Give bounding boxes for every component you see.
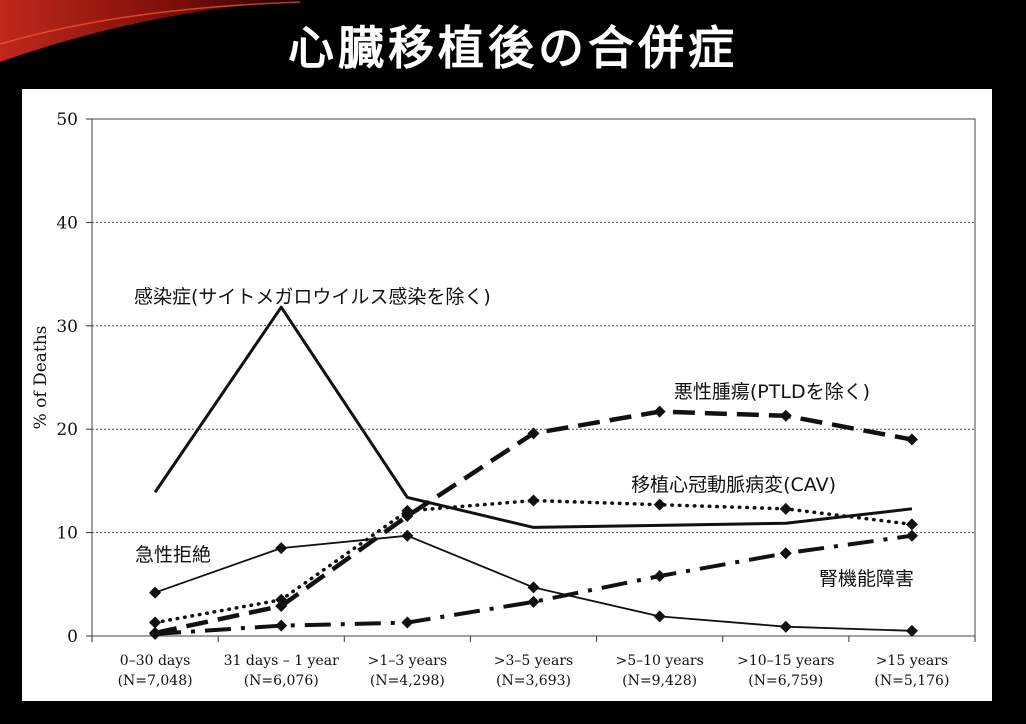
data-point-renal-failure xyxy=(905,529,918,542)
y-tick-label: 10 xyxy=(56,524,78,544)
line-chart: 0 10 20 30 40 50 0–30 days (N=7,048) 31 days – 1… xyxy=(31,110,976,689)
data-point-cav xyxy=(653,498,666,511)
x-category-n: (N=6,076) xyxy=(244,673,319,689)
plot-frame xyxy=(91,118,976,637)
y-tick-label: 20 xyxy=(56,420,78,440)
y-tick-label: 50 xyxy=(56,110,78,130)
series-label-cav: 移植心冠動脈病変(CAV) xyxy=(631,474,836,496)
data-point-cav xyxy=(527,494,540,507)
data-point-acute-rejection xyxy=(401,529,414,542)
data-point-malignancy xyxy=(653,405,666,418)
chart-panel: 0 10 20 30 40 50 0–30 days (N=7,048) 31 days – 1… xyxy=(22,89,992,701)
y-axis-label: % of Deaths xyxy=(31,326,51,430)
data-point-renal-failure xyxy=(149,627,162,640)
data-point-cav xyxy=(905,518,918,531)
x-category-label: >5–10 years xyxy=(615,653,703,669)
data-point-cav xyxy=(779,502,792,515)
data-point-malignancy xyxy=(905,433,918,446)
y-tick-label: 40 xyxy=(56,213,78,233)
x-category-label: >10–15 years xyxy=(737,653,834,669)
data-point-renal-failure xyxy=(275,619,288,632)
data-point-malignancy xyxy=(779,409,792,422)
x-category-label: >15 years xyxy=(876,653,948,669)
data-point-acute-rejection xyxy=(527,581,540,594)
x-category-n: (N=6,759) xyxy=(748,673,823,689)
data-point-renal-failure xyxy=(779,547,792,560)
x-category-n: (N=4,298) xyxy=(370,673,445,689)
data-point-cav xyxy=(401,504,414,517)
x-category-n: (N=5,176) xyxy=(874,673,949,689)
data-point-cav xyxy=(275,593,288,606)
series-line-infection xyxy=(153,305,913,529)
data-point-cav xyxy=(149,616,162,629)
title-swoosh-decoration xyxy=(0,0,300,62)
series-label-malignancy: 悪性腫瘍(PTLDを除く) xyxy=(674,381,870,403)
series-label-renal-failure: 腎機能障害 xyxy=(819,568,914,590)
x-category-n: (N=9,428) xyxy=(622,673,697,689)
data-point-acute-rejection xyxy=(779,620,792,633)
data-point-malignancy xyxy=(527,427,540,440)
data-point-renal-failure xyxy=(527,595,540,608)
data-point-acute-rejection xyxy=(653,610,666,623)
series-label-infection: 感染症(サイトメガロウイルス感染を除く) xyxy=(134,286,491,308)
y-tick-label: 30 xyxy=(56,317,78,337)
x-category-n: (N=3,693) xyxy=(496,673,571,689)
data-point-renal-failure xyxy=(401,616,414,629)
x-category-label: 31 days – 1 year xyxy=(224,653,339,669)
data-point-acute-rejection xyxy=(275,542,288,555)
series-label-acute-rejection: 急性拒絶 xyxy=(135,544,211,566)
x-category-label: >3–5 years xyxy=(494,653,573,669)
data-point-acute-rejection xyxy=(149,586,162,599)
data-point-acute-rejection xyxy=(905,624,918,637)
x-category-n: (N=7,048) xyxy=(118,673,193,689)
slide-title: 心臓移植後の合併症 xyxy=(288,21,738,75)
x-category-label: 0–30 days xyxy=(120,653,191,669)
data-point-malignancy xyxy=(275,600,288,613)
x-category-label: >1–3 years xyxy=(368,653,447,669)
data-point-renal-failure xyxy=(653,570,666,583)
y-tick-label: 0 xyxy=(67,627,78,647)
